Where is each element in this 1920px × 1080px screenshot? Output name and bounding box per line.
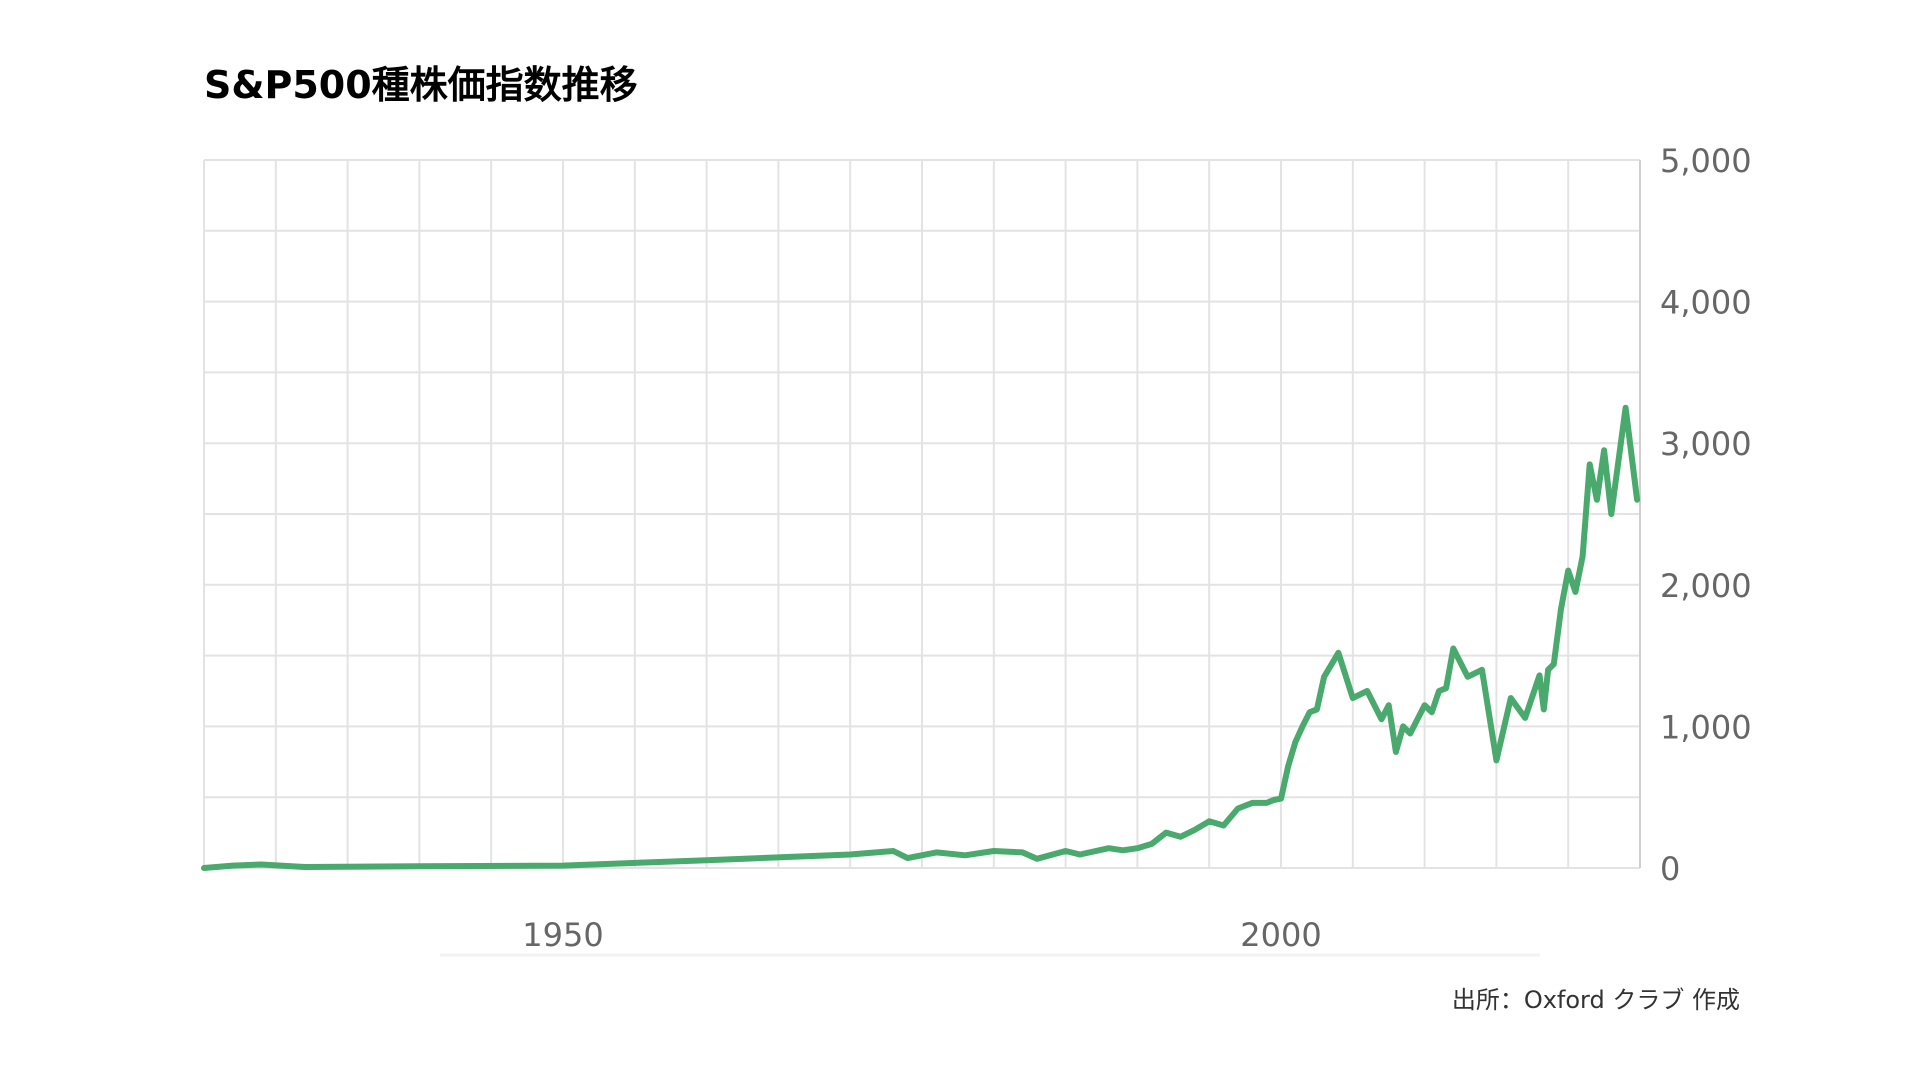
y-tick-label: 0 [1660, 850, 1680, 888]
y-tick-label: 1,000 [1660, 708, 1752, 746]
y-tick-label: 5,000 [1660, 142, 1752, 180]
source-note: 出所：Oxford クラブ 作成 [1451, 986, 1740, 1014]
y-tick-label: 4,000 [1660, 284, 1752, 322]
axes [440, 160, 1641, 957]
chart-title: S&P500種株価指数推移 [204, 63, 638, 107]
tick-labels: 0 1,000 2,000 3,000 4,000 5,000 1950 2000 [522, 142, 1751, 954]
grid-lines [203, 159, 1641, 869]
x-tick-label: 2000 [1240, 916, 1321, 954]
x-tick-label: 1950 [522, 916, 603, 954]
y-tick-label: 2,000 [1660, 567, 1752, 605]
series-line [201, 404, 1641, 871]
y-tick-label: 3,000 [1660, 425, 1752, 463]
series-lines [201, 404, 1641, 871]
